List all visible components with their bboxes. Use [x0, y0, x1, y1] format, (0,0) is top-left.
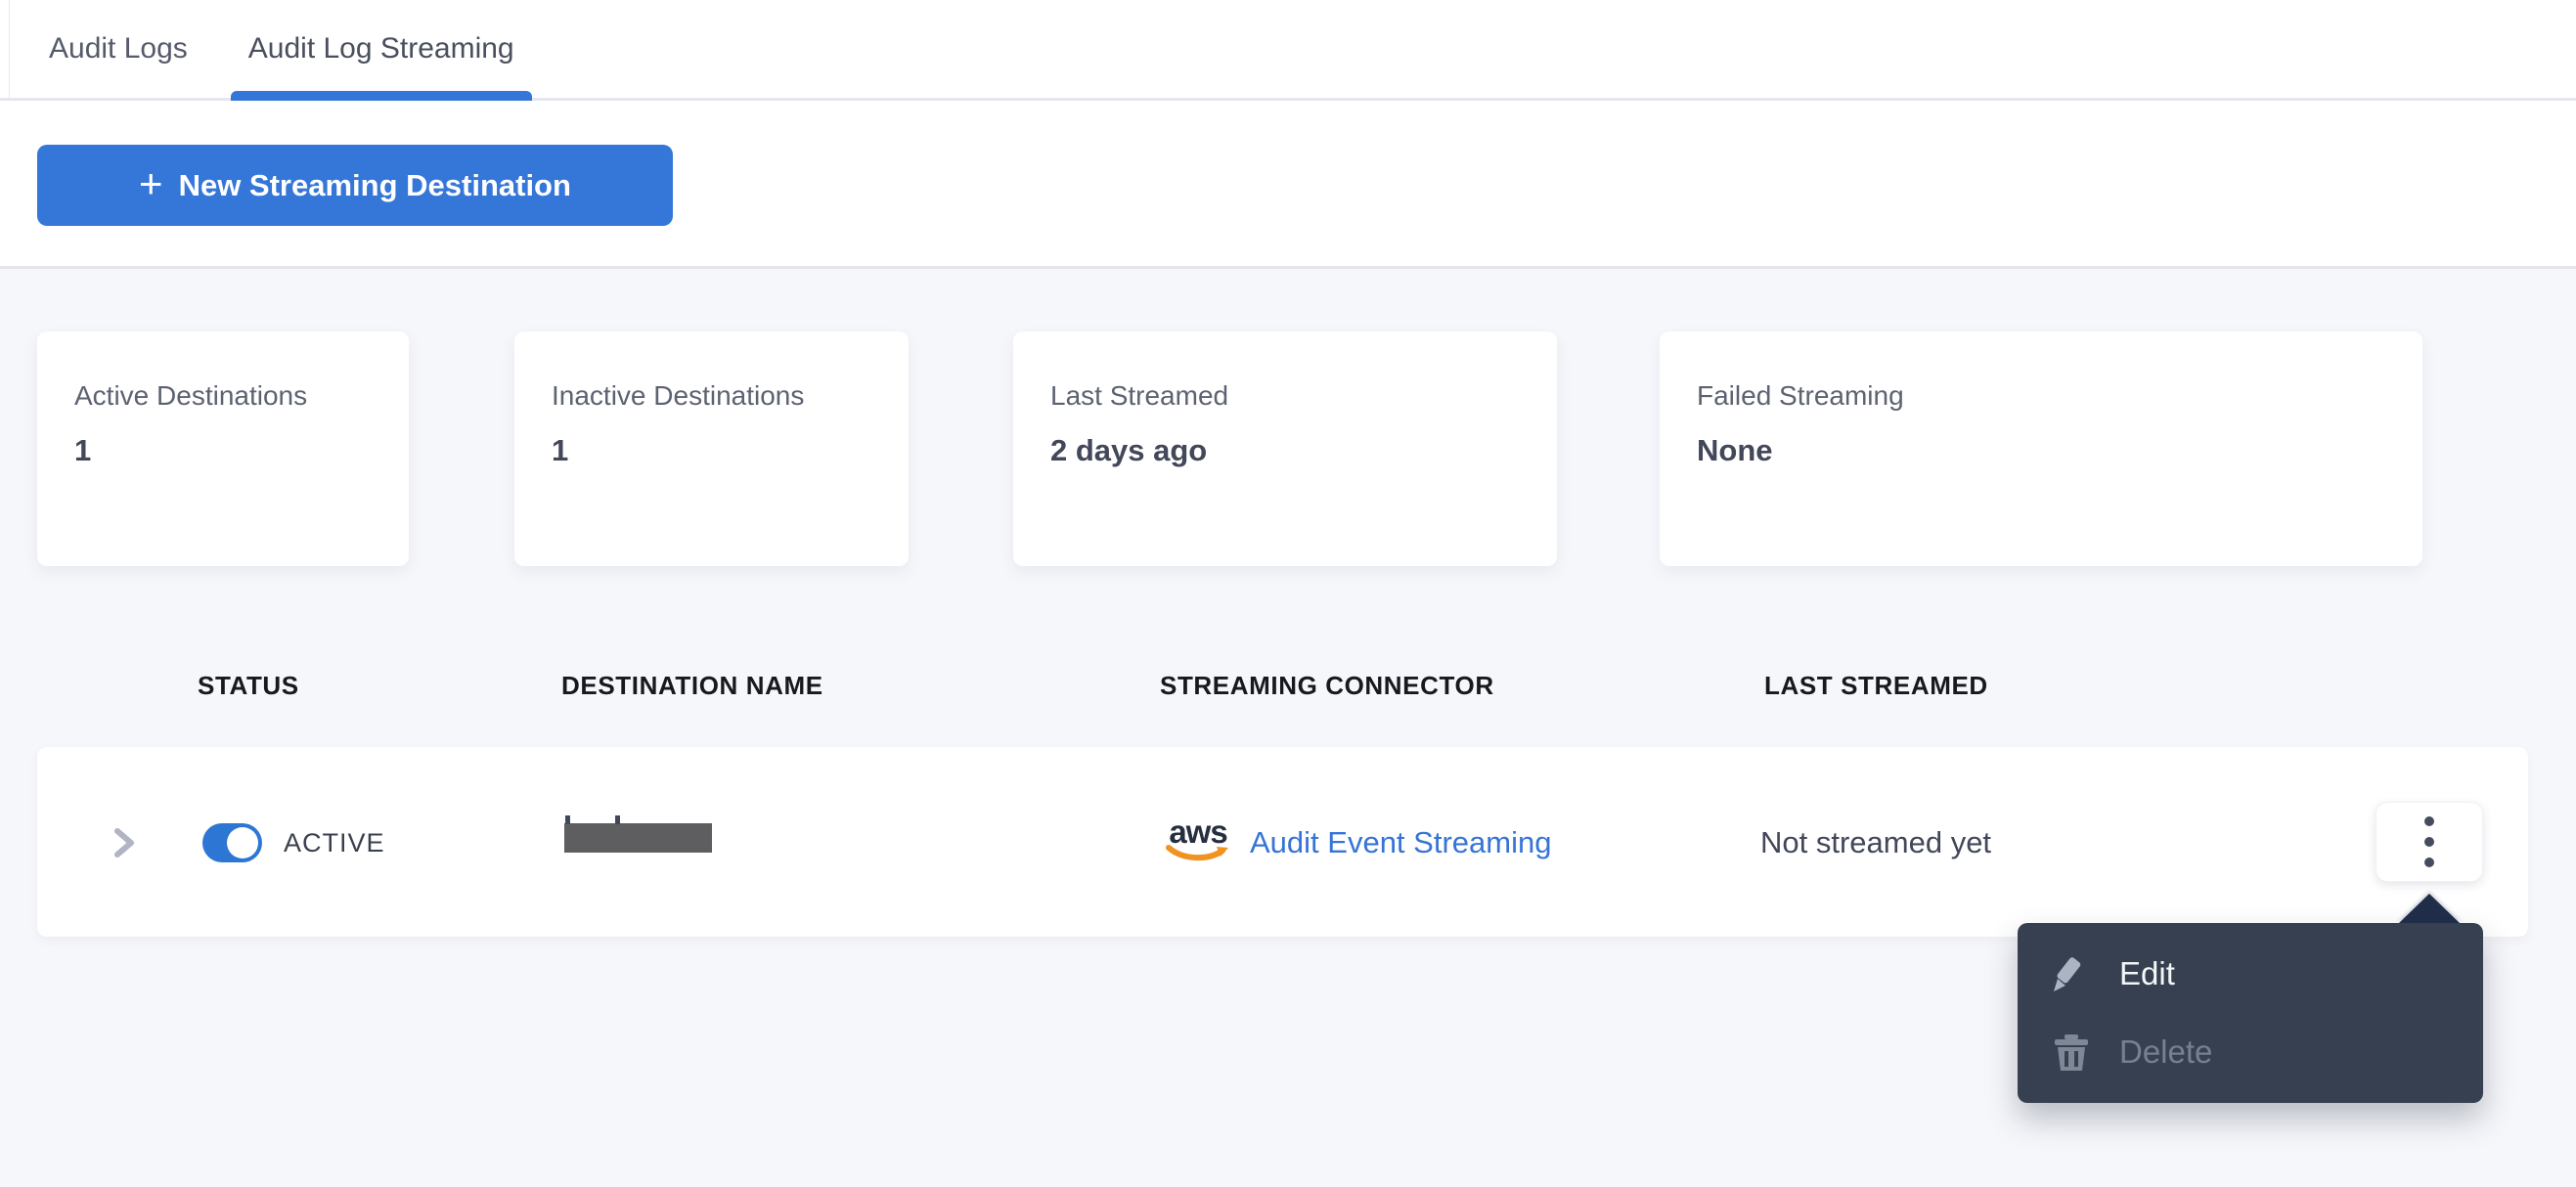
- tab-bar: Audit Logs Audit Log Streaming: [0, 0, 2576, 101]
- tab-audit-logs[interactable]: Audit Logs: [31, 0, 205, 98]
- card-failed-streaming: Failed Streaming None: [1660, 331, 2422, 566]
- aws-logo: aws: [1166, 815, 1230, 866]
- column-header-streaming-connector: STREAMING CONNECTOR: [1160, 671, 1494, 700]
- menu-item-label: Delete: [2119, 1033, 2213, 1070]
- card-inactive-destinations: Inactive Destinations 1: [514, 331, 909, 566]
- column-header-status: STATUS: [198, 671, 299, 700]
- card-value: 2 days ago: [1050, 433, 1208, 467]
- row-context-menu: Edit Delete: [2018, 923, 2483, 1103]
- action-bar: + New Streaming Destination: [0, 101, 2576, 269]
- new-streaming-destination-label: New Streaming Destination: [178, 167, 571, 202]
- column-header-destination-name: DESTINATION NAME: [561, 671, 823, 700]
- toggle-knob: [227, 827, 258, 858]
- destination-name-redacted: [564, 815, 712, 853]
- context-menu-caret: [2398, 894, 2461, 924]
- plus-icon: +: [139, 159, 163, 206]
- menu-item-label: Edit: [2119, 955, 2175, 991]
- card-value: None: [1697, 433, 1773, 467]
- tab-label: Audit Logs: [49, 32, 188, 65]
- status-badge: ACTIVE: [284, 828, 385, 857]
- table-row: ACTIVE aws Audit Event Streaming Not str…: [37, 747, 2528, 937]
- row-actions-kebab-vertical-icon[interactable]: [2376, 802, 2483, 882]
- card-label: Active Destinations: [74, 380, 308, 411]
- tab-label: Audit Log Streaming: [247, 32, 514, 65]
- card-label: Last Streamed: [1050, 380, 1229, 411]
- card-label: Inactive Destinations: [552, 380, 805, 411]
- connector-link[interactable]: Audit Event Streaming: [1250, 825, 1552, 859]
- last-streamed-value: Not streamed yet: [1760, 825, 1992, 859]
- card-value: 1: [74, 433, 92, 467]
- trash-icon: [2051, 1032, 2092, 1073]
- new-streaming-destination-button[interactable]: + New Streaming Destination: [37, 145, 673, 226]
- status-toggle[interactable]: [202, 823, 262, 862]
- card-last-streamed: Last Streamed 2 days ago: [1013, 331, 1557, 566]
- menu-item-edit[interactable]: Edit: [2018, 935, 2483, 1013]
- card-value: 1: [552, 433, 569, 467]
- expand-row-chevron-right-icon[interactable]: [112, 826, 136, 859]
- card-label: Failed Streaming: [1697, 380, 1904, 411]
- tab-audit-log-streaming[interactable]: Audit Log Streaming: [230, 0, 532, 101]
- pencil-icon: [2051, 953, 2092, 994]
- menu-item-delete[interactable]: Delete: [2018, 1013, 2483, 1091]
- card-active-destinations: Active Destinations 1: [37, 331, 409, 566]
- column-header-last-streamed: LAST STREAMED: [1764, 671, 1988, 700]
